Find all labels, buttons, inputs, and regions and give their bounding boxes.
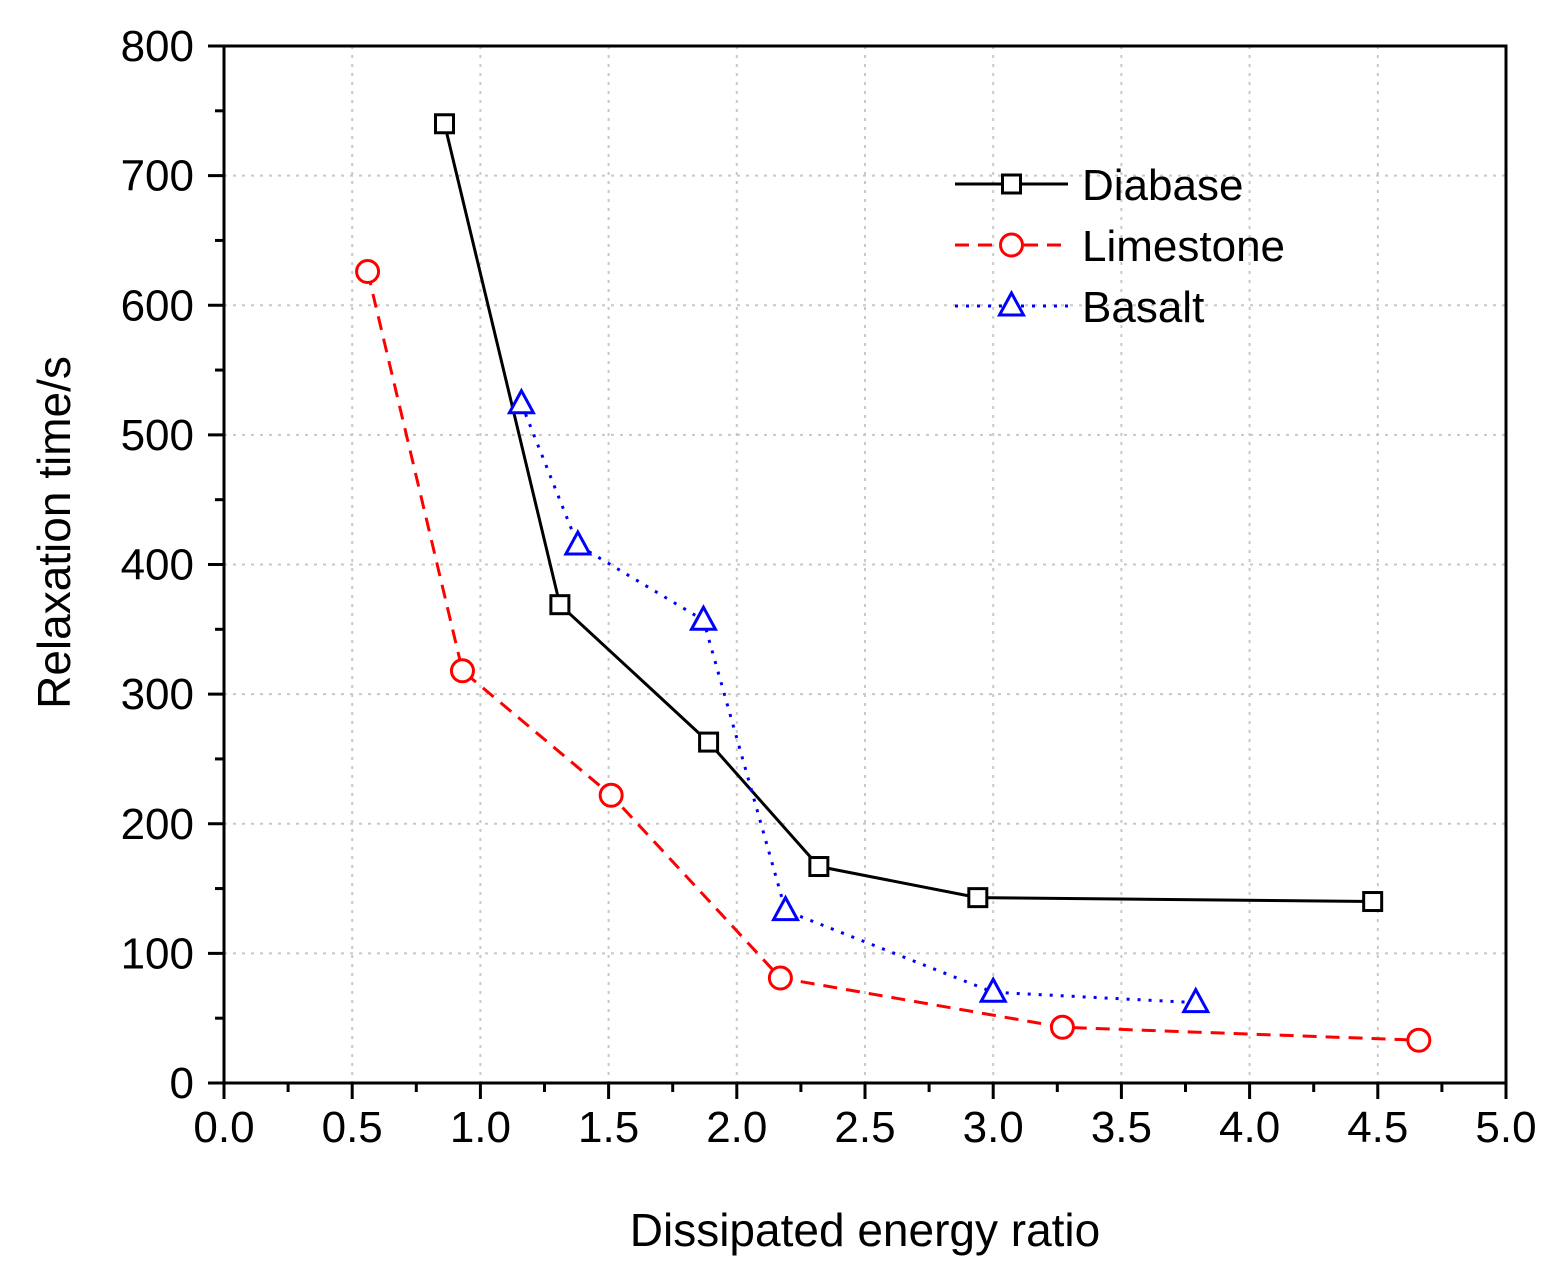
limestone-data-point xyxy=(1406,1027,1432,1053)
axes: 0.0 0.5 1.0 1.5 2.0 2.5 3.0 3.5 4.0 4.5 5.0 0 100 200… xyxy=(121,22,1537,1152)
y-tick-label: 600 xyxy=(121,281,194,330)
legend-entry-basalt: Basalt xyxy=(955,283,1204,332)
legend-label-diabase: Diabase xyxy=(1082,161,1243,210)
diabase-data-point xyxy=(1362,891,1384,913)
x-tick-label: 5.0 xyxy=(1475,1103,1536,1152)
x-tick-label: 2.5 xyxy=(834,1103,895,1152)
series-line-basalt xyxy=(520,403,1196,1005)
legend-marker-diabase xyxy=(1001,173,1022,195)
y-tick-label: 700 xyxy=(121,152,194,201)
diabase-data-point xyxy=(698,731,720,753)
x-tick-label: 0.5 xyxy=(322,1103,383,1152)
basalt-data-point xyxy=(978,976,1008,1003)
x-tick-label: 4.0 xyxy=(1219,1103,1280,1152)
y-tick-label: 400 xyxy=(121,541,194,590)
x-tick-label: 3.0 xyxy=(963,1103,1024,1152)
basalt-data-point xyxy=(563,528,593,556)
y-tick-label: 200 xyxy=(121,800,194,849)
legend-marker-limestone xyxy=(999,232,1024,258)
diabase-data-point xyxy=(967,887,989,909)
x-tick-label: 2.0 xyxy=(706,1103,767,1152)
y-tick-label: 500 xyxy=(121,411,194,460)
y-tick-label: 300 xyxy=(121,670,194,719)
x-tick-label: 0.0 xyxy=(193,1103,254,1152)
x-tick-label: 4.5 xyxy=(1347,1103,1408,1152)
plot-series xyxy=(355,113,1432,1053)
legend-entry-diabase: Diabase xyxy=(955,161,1243,210)
y-tick-label: 100 xyxy=(121,929,194,978)
basalt-data-point xyxy=(770,894,801,922)
legend-label-limestone: Limestone xyxy=(1082,222,1285,271)
series-line-diabase xyxy=(443,123,1373,904)
x-tick-label: 3.5 xyxy=(1091,1103,1152,1152)
series-line-limestone xyxy=(366,271,1419,1042)
diabase-data-point xyxy=(808,856,830,878)
limestone-data-point xyxy=(598,782,624,808)
series-basalt xyxy=(506,387,1211,1014)
y-tick-label: 0 xyxy=(170,1059,194,1108)
x-axis-label: Dissipated energy ratio xyxy=(630,1204,1100,1256)
limestone-data-point xyxy=(449,658,475,684)
x-tick-label: 1.5 xyxy=(578,1103,639,1152)
grid xyxy=(224,46,1506,1083)
diabase-data-point xyxy=(434,113,456,135)
legend: Diabase Limestone Basalt xyxy=(955,161,1285,332)
y-tick-label: 800 xyxy=(121,22,194,71)
y-axis-label: Relaxation time/s xyxy=(28,356,80,709)
basalt-data-point xyxy=(506,387,536,415)
series-diabase xyxy=(434,113,1384,913)
legend-marker-basalt xyxy=(996,289,1027,317)
limestone-data-point xyxy=(767,965,793,991)
x-tick-label: 1.0 xyxy=(450,1103,511,1152)
series-limestone xyxy=(355,259,1432,1053)
legend-label-basalt: Basalt xyxy=(1082,283,1204,332)
legend-entry-limestone: Limestone xyxy=(955,222,1285,271)
basalt-data-point xyxy=(688,604,718,631)
basalt-data-point xyxy=(1181,986,1211,1014)
limestone-data-point xyxy=(1049,1014,1075,1040)
diabase-data-point xyxy=(549,594,571,616)
limestone-data-point xyxy=(355,259,381,285)
